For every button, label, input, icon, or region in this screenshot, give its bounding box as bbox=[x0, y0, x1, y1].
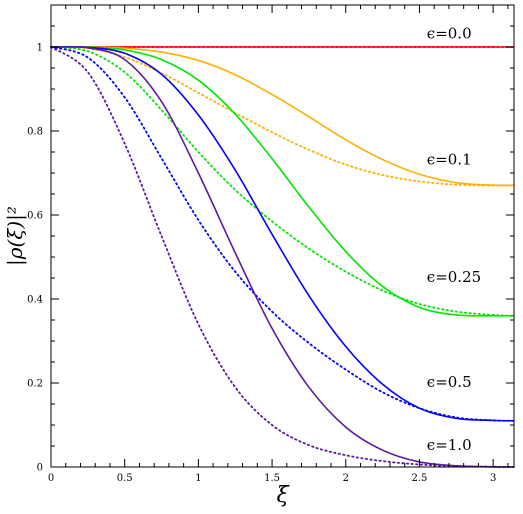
curve-label: ϵ=0.1 bbox=[427, 151, 472, 169]
series-layer bbox=[50, 45, 515, 468]
y-tick-label: 0.8 bbox=[27, 127, 43, 138]
y-tick-label: 1 bbox=[37, 43, 43, 54]
curve-label: ϵ=0.25 bbox=[427, 268, 481, 286]
annotations-layer: ϵ=0.0 ϵ=0.1 ϵ=0.25 ϵ=0.5 ϵ=1.0 bbox=[427, 25, 481, 455]
x-tick-label: 0.5 bbox=[117, 473, 133, 484]
ticks-layer bbox=[50, 4, 514, 468]
series-line-eps-1-dotted bbox=[50, 46, 515, 468]
plot-frame bbox=[50, 4, 515, 468]
y-tick-label: 0.2 bbox=[27, 379, 43, 390]
series-line-eps-0_1-solid bbox=[50, 46, 515, 187]
y-tick-label: 0.6 bbox=[27, 211, 43, 222]
series-line-eps-0_25-dotted bbox=[50, 46, 515, 317]
x-axis-title: ξ bbox=[276, 483, 290, 508]
series-line-eps-0_1-dotted bbox=[50, 46, 515, 187]
series-line-eps-0_5-solid bbox=[50, 46, 515, 422]
tick-labels-layer: 0 0.5 1 1.5 2 2.5 3 0 0.2 0.4 0.6 0.8 1 bbox=[27, 43, 496, 485]
y-axis-title: |ρ(ξ)|² bbox=[3, 206, 28, 266]
x-tick-label: 3 bbox=[490, 473, 496, 484]
y-tick-label: 0 bbox=[37, 463, 43, 474]
series-line-eps-0_25-solid bbox=[50, 45, 515, 317]
series-line-eps-0_5-dotted bbox=[50, 46, 515, 422]
x-tick-label: 1.5 bbox=[264, 473, 280, 484]
curve-label: ϵ=1.0 bbox=[427, 436, 472, 454]
curve-label: ϵ=0.0 bbox=[427, 25, 472, 43]
y-tick-label: 0.4 bbox=[27, 295, 43, 306]
series-line-eps-1-solid bbox=[50, 45, 515, 468]
curve-label: ϵ=0.5 bbox=[427, 373, 472, 391]
x-tick-label: 1 bbox=[195, 473, 201, 484]
x-tick-label: 2 bbox=[343, 473, 349, 484]
x-tick-label: 2.5 bbox=[411, 473, 427, 484]
x-tick-label: 0 bbox=[48, 473, 54, 484]
